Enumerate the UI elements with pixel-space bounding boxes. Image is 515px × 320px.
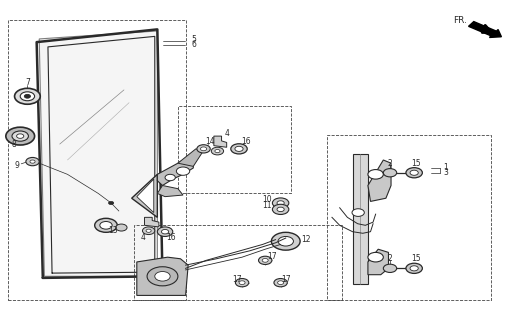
Text: 9: 9 (15, 161, 20, 170)
Circle shape (231, 144, 247, 154)
Text: 4: 4 (141, 233, 146, 242)
Circle shape (109, 201, 114, 204)
Circle shape (277, 207, 284, 212)
Polygon shape (158, 154, 193, 186)
Circle shape (274, 278, 287, 287)
Circle shape (272, 198, 289, 208)
Text: 8: 8 (11, 140, 16, 149)
Text: 2: 2 (388, 254, 392, 263)
Circle shape (197, 145, 210, 153)
Circle shape (100, 221, 112, 229)
Circle shape (162, 229, 168, 234)
Polygon shape (214, 136, 227, 147)
Circle shape (410, 266, 418, 271)
Text: 15: 15 (411, 159, 421, 168)
Circle shape (272, 204, 289, 214)
Circle shape (147, 267, 178, 286)
Text: 17: 17 (232, 275, 242, 284)
Text: 5: 5 (192, 35, 197, 44)
Circle shape (165, 174, 175, 181)
Circle shape (30, 160, 35, 163)
Circle shape (406, 168, 422, 178)
Text: 2: 2 (388, 159, 392, 168)
Text: 1: 1 (443, 163, 448, 172)
Circle shape (146, 229, 151, 232)
Circle shape (352, 209, 364, 216)
Polygon shape (137, 257, 188, 295)
Polygon shape (132, 174, 158, 217)
Circle shape (20, 92, 35, 101)
Bar (8, 20, 185, 300)
Text: 3: 3 (443, 168, 448, 177)
Circle shape (235, 146, 243, 151)
Circle shape (368, 252, 383, 262)
Circle shape (259, 256, 272, 265)
Polygon shape (137, 179, 154, 212)
Text: 16: 16 (242, 137, 251, 146)
Text: FR.: FR. (453, 16, 467, 25)
Text: 7: 7 (25, 78, 30, 87)
Text: 13: 13 (108, 226, 117, 235)
Circle shape (383, 169, 397, 177)
Circle shape (155, 271, 170, 281)
Circle shape (271, 232, 300, 250)
Circle shape (143, 227, 155, 235)
FancyArrow shape (469, 21, 502, 37)
Circle shape (14, 88, 40, 104)
Bar (178, 106, 291, 194)
Circle shape (406, 263, 422, 273)
Text: 12: 12 (302, 235, 311, 244)
Circle shape (200, 147, 207, 151)
Text: 16: 16 (166, 233, 176, 242)
Circle shape (26, 157, 39, 166)
Text: 17: 17 (267, 252, 277, 261)
Bar (327, 134, 491, 300)
Circle shape (176, 167, 190, 175)
Circle shape (277, 201, 284, 205)
Circle shape (383, 264, 397, 272)
Text: 17: 17 (281, 275, 290, 284)
Circle shape (368, 170, 383, 179)
Circle shape (116, 224, 127, 231)
Circle shape (16, 134, 24, 138)
Polygon shape (158, 186, 183, 197)
Bar (134, 225, 342, 300)
Polygon shape (39, 31, 158, 276)
Polygon shape (145, 217, 159, 227)
Circle shape (278, 236, 294, 246)
Circle shape (6, 127, 35, 145)
Circle shape (235, 278, 249, 287)
Text: 14: 14 (205, 137, 215, 146)
Circle shape (262, 259, 268, 262)
Text: 10: 10 (262, 195, 272, 204)
Circle shape (24, 94, 30, 98)
Polygon shape (368, 249, 388, 275)
Circle shape (95, 218, 117, 232)
Polygon shape (368, 160, 391, 201)
Circle shape (410, 170, 418, 175)
Polygon shape (178, 149, 203, 166)
Text: 11: 11 (262, 201, 272, 210)
Circle shape (211, 147, 224, 155)
Circle shape (12, 131, 28, 141)
Text: 15: 15 (411, 254, 421, 263)
Text: 4: 4 (224, 129, 229, 138)
Circle shape (239, 281, 245, 284)
Circle shape (158, 227, 173, 236)
Polygon shape (353, 154, 368, 284)
Circle shape (278, 281, 284, 284)
Text: 6: 6 (192, 40, 197, 49)
Circle shape (215, 149, 220, 153)
